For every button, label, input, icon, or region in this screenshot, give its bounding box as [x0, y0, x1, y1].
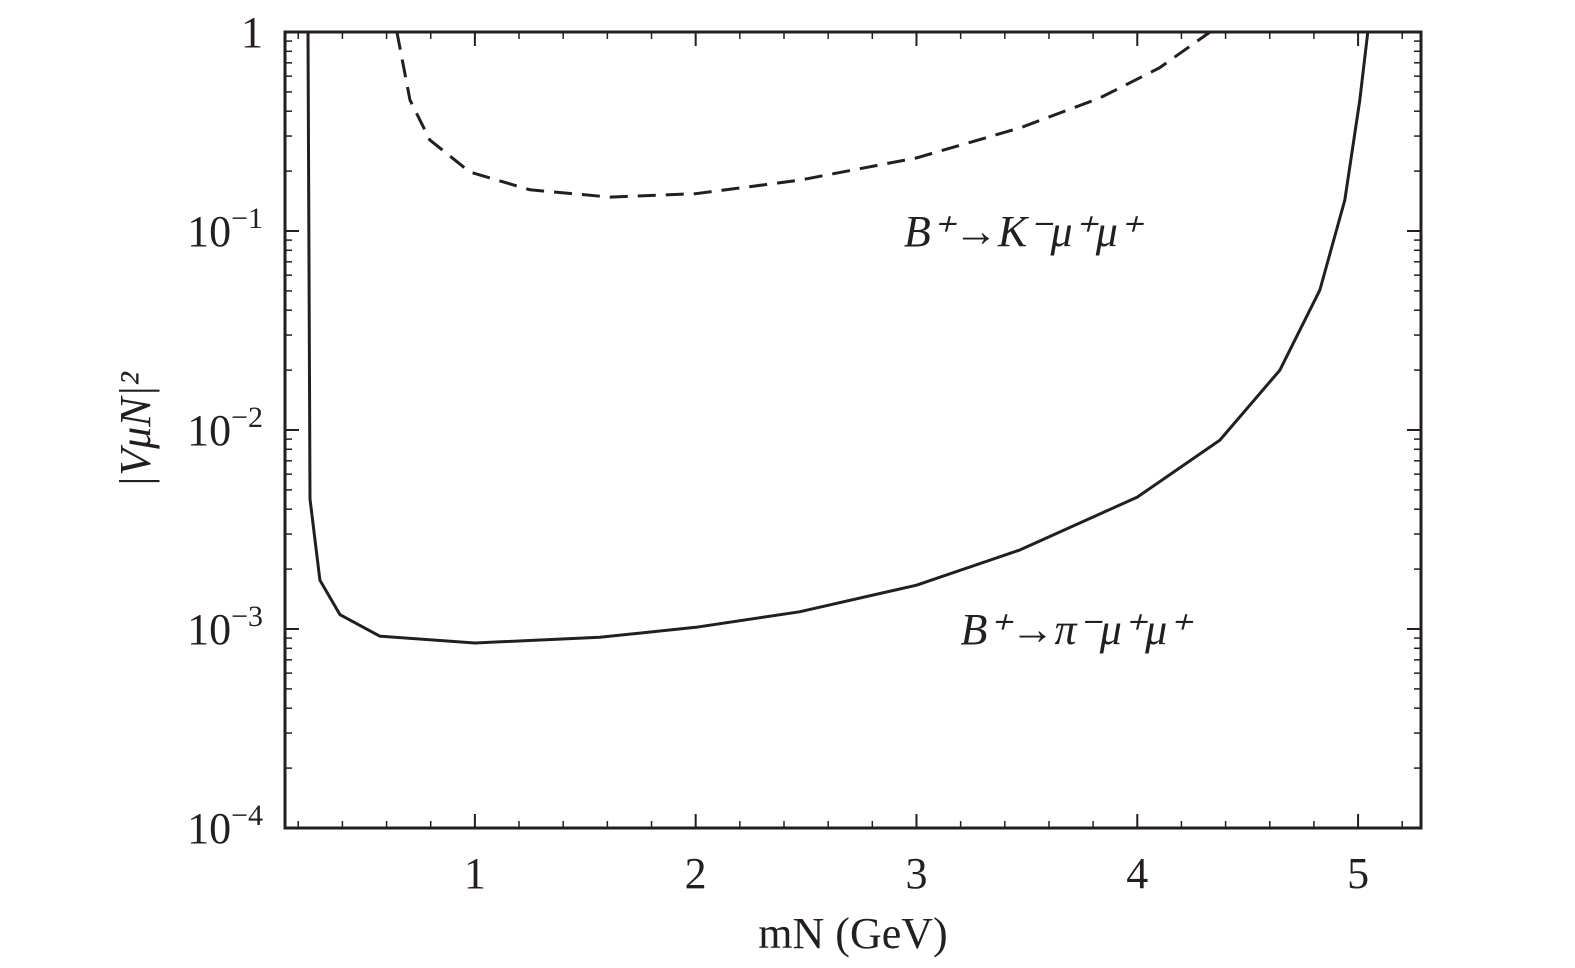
- annotation: B⁺→K⁻μ⁺μ⁺: [904, 207, 1145, 256]
- series-line: [395, 30, 1211, 199]
- x-tick-label: 5: [1347, 849, 1369, 898]
- y-tick-label: 10−1: [187, 202, 263, 256]
- y-tick-label: 10−4: [187, 799, 263, 853]
- y-tick-label: 1: [241, 8, 263, 57]
- plot-frame: [283, 30, 1423, 830]
- annotation: B⁺→π⁻μ⁺μ⁺: [960, 605, 1194, 654]
- x-tick-label: 1: [464, 849, 486, 898]
- x-tick-label: 4: [1126, 849, 1148, 898]
- x-axis-label: mN (GeV): [758, 909, 947, 958]
- y-axis-label: |VμN|²: [111, 371, 160, 488]
- series-line: [306, 31, 1370, 645]
- y-tick-label: 10−3: [187, 600, 263, 654]
- y-tick-label: 10−2: [187, 401, 263, 455]
- x-tick-label: 3: [905, 849, 927, 898]
- x-tick-label: 2: [685, 849, 707, 898]
